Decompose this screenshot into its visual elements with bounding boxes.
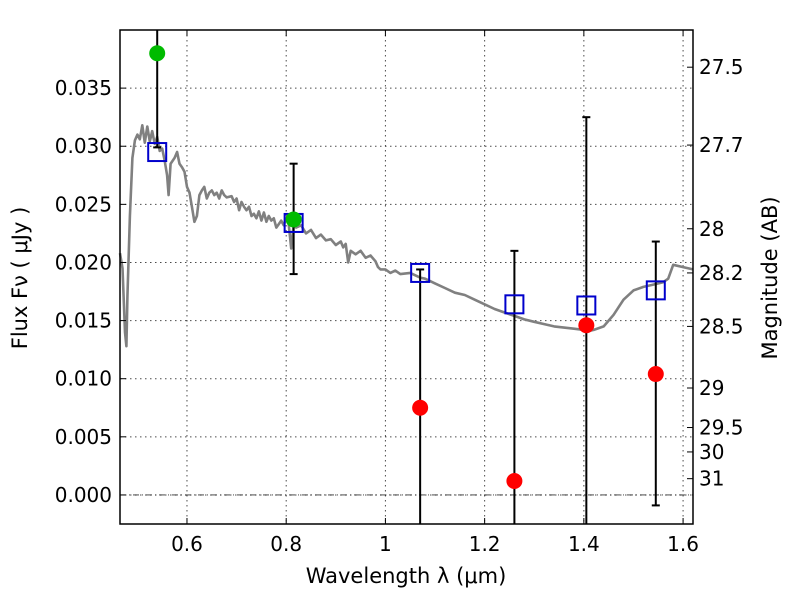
x-tick-label: 1: [379, 532, 392, 556]
x-tick-label: 0.8: [270, 532, 302, 556]
right-tick-label: 27.5: [699, 55, 744, 79]
right-tick-label: 28: [699, 217, 724, 241]
y-tick-label: 0.020: [55, 250, 112, 274]
grid-layer: [120, 30, 693, 524]
series-layer: [118, 30, 694, 524]
axis-layer: 0.6 0.8 1 1.2 1.4 1.6 0.000 0.005 0.010 0.015 0.02…: [55, 30, 744, 556]
y-tick-label: 0.010: [55, 367, 112, 391]
y-tick-label: 0.035: [55, 76, 112, 100]
y-tick-label: 0.005: [55, 425, 112, 449]
limit-point: [578, 317, 595, 334]
detection-point: [285, 211, 302, 228]
model-flux-marker: [504, 294, 525, 315]
right-tick-label: 29: [699, 376, 724, 400]
limit-point: [647, 366, 664, 383]
limit-point: [412, 399, 429, 416]
model-flux-marker: [410, 262, 431, 283]
model-sed-line: [118, 124, 694, 348]
right-tick-label: 28.5: [699, 314, 744, 338]
plot-frame: [119, 29, 694, 525]
y-axis-label-right: Magnitude (AB): [758, 196, 782, 359]
x-tick-label: 1.6: [667, 532, 699, 556]
model-flux-marker: [576, 295, 597, 316]
right-tick-label: 27.7: [699, 133, 744, 157]
x-tick-label: 1.2: [469, 532, 501, 556]
y-tick-label: 0.015: [55, 309, 112, 333]
detection-point: [149, 45, 166, 62]
right-tick-label: 30: [699, 440, 724, 464]
right-tick-label: 29.5: [699, 416, 744, 440]
x-tick-label: 1.4: [568, 532, 600, 556]
right-tick-label: 28.2: [699, 261, 744, 285]
y-tick-label: 0.000: [55, 483, 112, 507]
y-tick-label: 0.030: [55, 134, 112, 158]
y-tick-label: 0.025: [55, 192, 112, 216]
model-flux-marker: [147, 142, 168, 163]
x-tick-label: 0.6: [171, 532, 203, 556]
right-tick-label: 31: [699, 467, 724, 491]
y-axis-label: Flux Fν ( μJy ): [8, 207, 32, 350]
model-flux-marker: [645, 280, 666, 301]
limit-point: [506, 472, 523, 489]
x-axis-label: Wavelength λ (μm): [306, 564, 507, 588]
